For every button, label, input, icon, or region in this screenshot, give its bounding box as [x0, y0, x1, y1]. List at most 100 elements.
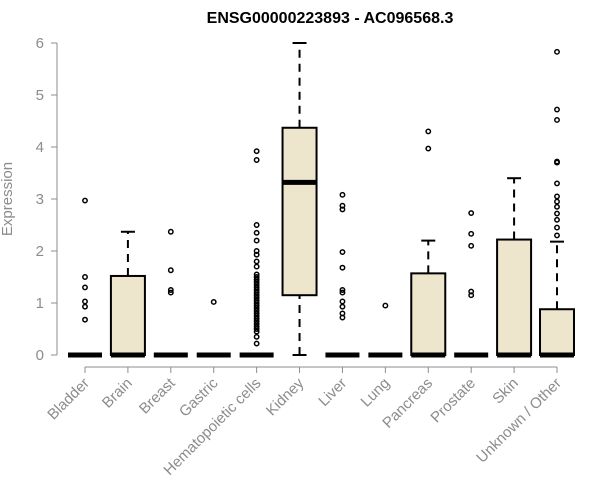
y-tick-label: 2 — [36, 243, 44, 260]
outlier-point — [253, 326, 260, 332]
outlier-point — [253, 315, 260, 322]
outlier-point — [253, 297, 260, 304]
outlier-point — [554, 48, 560, 55]
box-5 — [281, 42, 318, 356]
outlier-point — [339, 298, 346, 305]
outlier-point — [253, 279, 260, 286]
outlier-point — [554, 224, 560, 231]
outlier-point — [253, 148, 260, 155]
box-11 — [539, 48, 575, 358]
outlier-point — [339, 202, 346, 209]
outlier-point — [82, 316, 88, 323]
outlier-point — [253, 307, 260, 314]
outlier-point — [253, 328, 260, 335]
outlier-point — [339, 191, 346, 198]
outlier-point — [253, 310, 260, 317]
outlier-point — [554, 210, 560, 217]
outlier-point — [339, 206, 346, 213]
box-1 — [109, 230, 146, 358]
outlier-point — [554, 203, 560, 210]
box-2 — [153, 228, 188, 358]
outlier-point — [554, 158, 560, 165]
box-iqr — [496, 238, 533, 356]
y-axis: 0 1 2 3 4 5 6 — [36, 35, 58, 364]
box-6 — [325, 191, 360, 358]
y-tick-label: 3 — [36, 191, 44, 208]
outlier-point — [339, 249, 346, 255]
x-tick-label: Prostate — [427, 375, 479, 427]
x-tick-label: Breast — [136, 374, 179, 417]
outlier-point — [253, 320, 260, 327]
box-iqr — [109, 274, 146, 356]
chart-title: ENSG00000223893 - AC096568.3 — [207, 10, 454, 27]
outlier-point — [253, 258, 260, 265]
outlier-point — [554, 180, 560, 187]
box-10 — [496, 177, 533, 358]
outlier-point — [253, 237, 260, 244]
outlier-point — [339, 264, 346, 271]
outlier-point — [253, 248, 260, 254]
outlier-point — [253, 281, 260, 288]
outlier-point — [82, 274, 88, 280]
box-0 — [68, 197, 102, 358]
outlier-point — [253, 287, 260, 293]
outlier-point — [253, 284, 260, 291]
outlier-point — [554, 232, 560, 239]
y-tick-label: 1 — [36, 295, 44, 312]
outlier-point — [253, 333, 260, 340]
outlier-point — [339, 303, 346, 310]
outlier-point — [468, 210, 475, 216]
outlier-point — [82, 284, 88, 291]
box-series — [68, 42, 575, 358]
outlier-point — [82, 197, 88, 204]
outlier-point — [167, 267, 174, 274]
outlier-point — [554, 193, 560, 200]
outlier-point — [554, 216, 560, 223]
box-iqr — [410, 272, 447, 356]
box-iqr — [539, 308, 575, 356]
outlier-point — [554, 106, 560, 113]
box-4 — [239, 148, 274, 358]
outlier-point — [253, 274, 260, 280]
y-tick-label: 0 — [36, 347, 44, 364]
outlier-point — [339, 287, 346, 293]
outlier-point — [382, 302, 389, 309]
outlier-point — [253, 222, 260, 228]
y-tick-label: 6 — [36, 35, 44, 52]
outlier-point — [253, 340, 260, 347]
outlier-point — [468, 230, 475, 237]
box-8 — [410, 128, 447, 358]
outlier-point — [468, 288, 475, 295]
outlier-point — [82, 298, 88, 305]
x-tick-label: Skin — [489, 375, 522, 408]
x-tick-label: Liver — [315, 375, 350, 410]
x-tick-label: Kidney — [263, 374, 308, 419]
outlier-point — [253, 305, 260, 312]
outlier-point — [253, 323, 260, 330]
outlier-point — [167, 289, 174, 296]
outlier-point — [167, 287, 174, 293]
y-axis-label: Expression — [0, 162, 16, 236]
outlier-point — [253, 263, 260, 270]
outlier-point — [210, 299, 217, 305]
outlier-point — [253, 251, 260, 258]
box-7 — [368, 302, 403, 358]
outlier-point — [339, 289, 346, 296]
box-3 — [196, 299, 231, 358]
box-9 — [454, 210, 489, 358]
outlier-point — [253, 289, 260, 296]
outlier-point — [253, 300, 260, 306]
x-tick-label: Bladder — [44, 375, 93, 424]
outlier-point — [253, 271, 260, 278]
outlier-point — [554, 198, 560, 205]
outlier-point — [554, 117, 560, 123]
outlier-point — [253, 157, 260, 163]
outlier-point — [253, 292, 260, 299]
outlier-point — [253, 302, 260, 309]
y-tick-label: 5 — [36, 87, 44, 104]
outlier-point — [253, 294, 260, 301]
box-iqr — [281, 126, 318, 297]
